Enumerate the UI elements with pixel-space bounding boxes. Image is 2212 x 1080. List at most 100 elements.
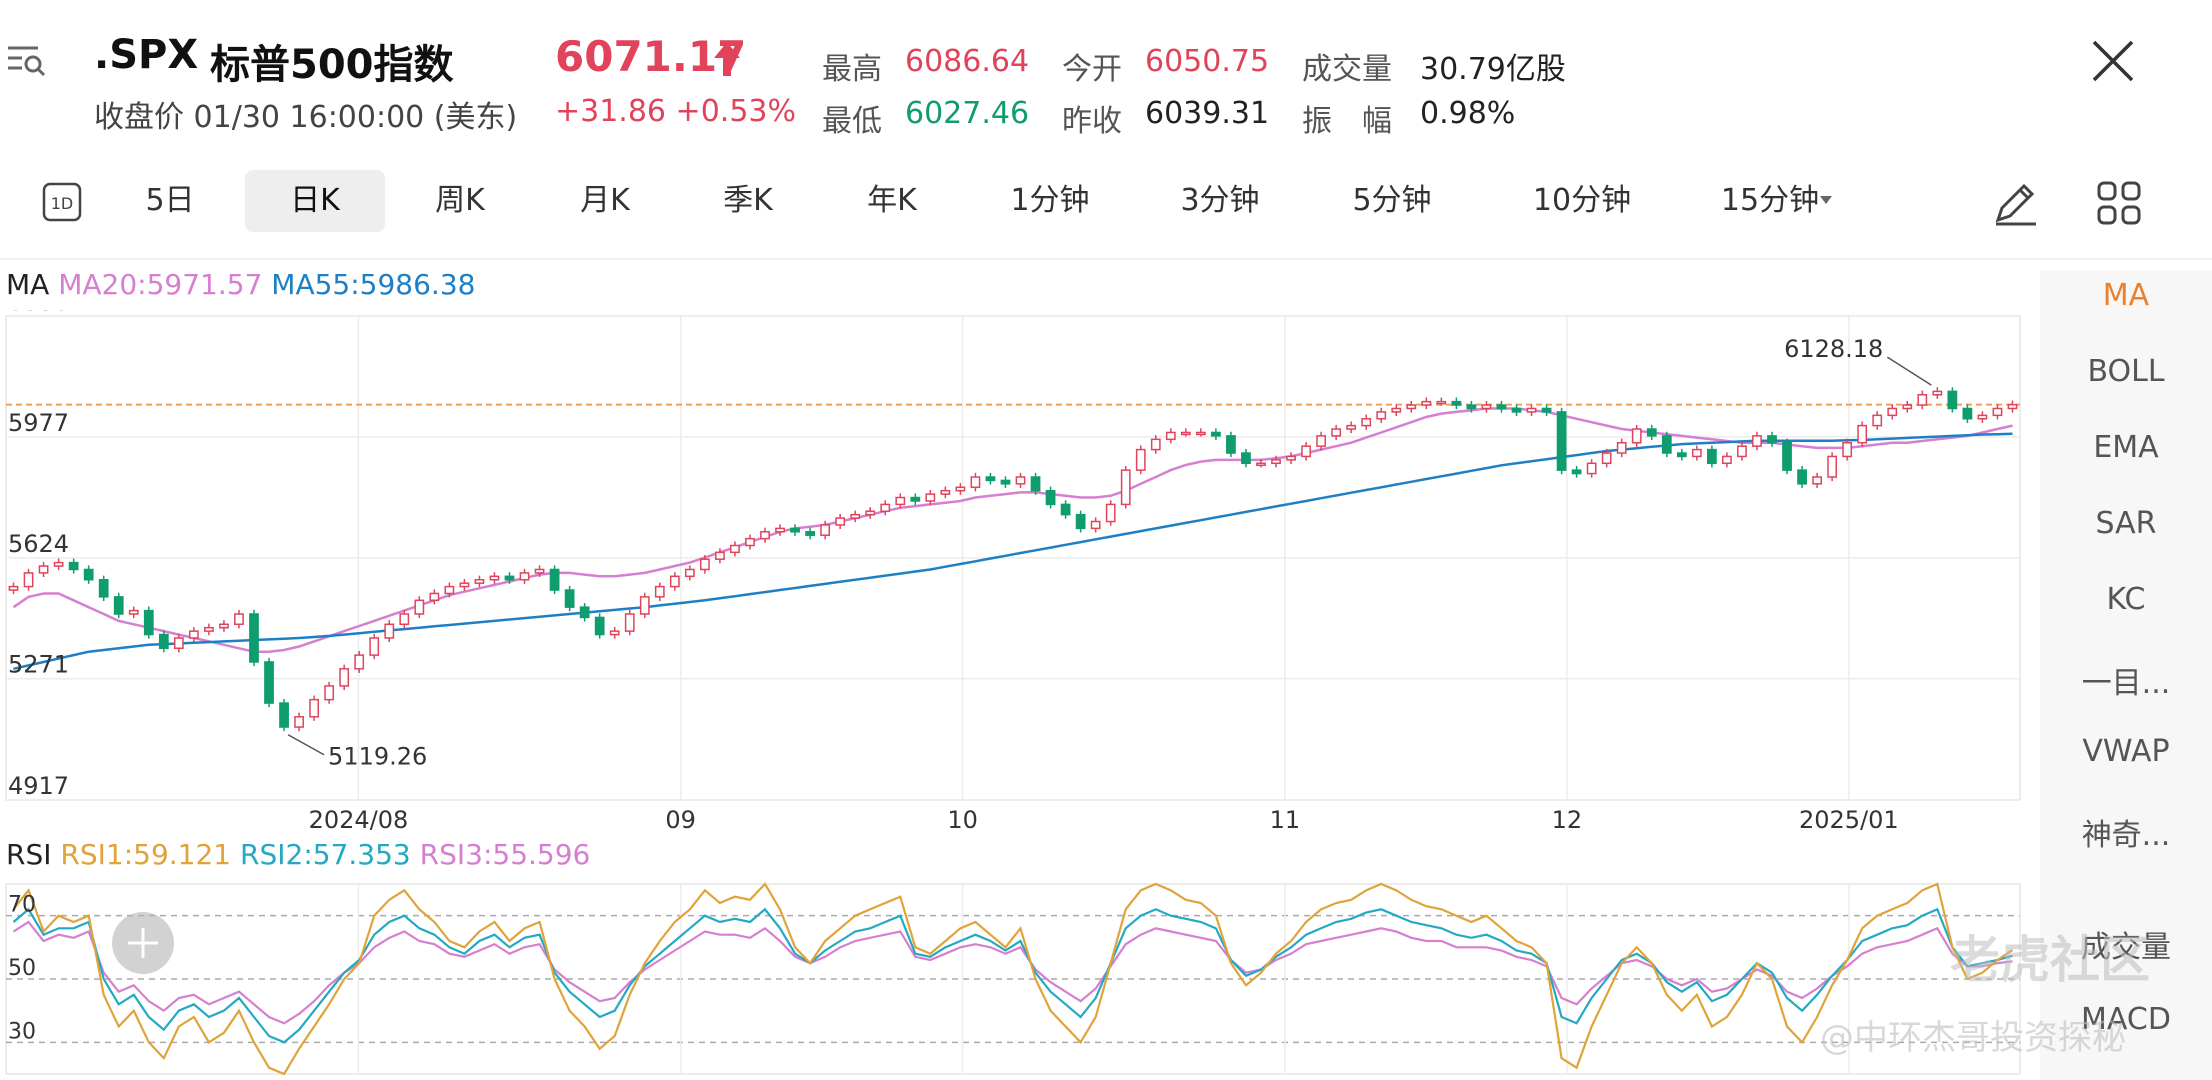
side-item-vwap[interactable]: VWAP bbox=[2082, 734, 2170, 769]
tab-yearly-k[interactable]: 年K bbox=[867, 183, 917, 218]
candle bbox=[219, 620, 229, 632]
tab-quarterly-k[interactable]: 季K bbox=[723, 183, 773, 218]
candle bbox=[1346, 421, 1357, 434]
candle-body bbox=[219, 623, 229, 629]
candle bbox=[429, 589, 440, 605]
quote-value: 6086.64 bbox=[905, 44, 1030, 79]
rsi1-value: RSI1:59.121 bbox=[60, 838, 232, 871]
candle bbox=[790, 524, 800, 536]
tab-5min[interactable]: 5分钟 bbox=[1352, 183, 1432, 218]
candle bbox=[23, 568, 34, 591]
candle-body bbox=[1616, 441, 1627, 454]
candle-body bbox=[489, 575, 500, 581]
layout-grid-icon[interactable] bbox=[2096, 180, 2142, 226]
rsi1-line bbox=[12, 882, 2014, 1076]
candle-body bbox=[1090, 520, 1101, 530]
candle bbox=[1150, 435, 1161, 454]
candle bbox=[1135, 445, 1146, 475]
quote-value: 6050.75 bbox=[1145, 44, 1270, 79]
tab-15min[interactable]: 15分钟 bbox=[1720, 183, 1820, 218]
add-indicator-button[interactable] bbox=[112, 912, 174, 974]
tab-weekly-k[interactable]: 周K bbox=[435, 183, 485, 218]
candle bbox=[38, 561, 49, 578]
side-item-ichimoku[interactable]: 一目... bbox=[2081, 666, 2171, 701]
side-item-sar[interactable]: SAR bbox=[2095, 506, 2157, 541]
candle bbox=[1616, 438, 1627, 458]
candle bbox=[68, 558, 79, 574]
draw-pen-icon[interactable] bbox=[1990, 178, 2040, 228]
tab-daily-k[interactable]: 日K bbox=[245, 170, 385, 232]
candle bbox=[1241, 448, 1251, 468]
rsi-chart[interactable]: 70 50 30 bbox=[0, 878, 2030, 1078]
menu-search-icon[interactable] bbox=[6, 40, 46, 80]
candle-body bbox=[1075, 513, 1086, 530]
rsi-legend: RSI RSI1:59.121 RSI2:57.353 RSI3:55.596 bbox=[6, 838, 590, 871]
side-item-ema[interactable]: EMA bbox=[2093, 430, 2159, 465]
candle bbox=[1120, 466, 1131, 509]
candle bbox=[1421, 397, 1432, 410]
period-tabs: 1D 5日 日K 周K 月K 季K 年K 1分钟 3分钟 5分钟 10分钟 15… bbox=[0, 170, 2212, 240]
candle-body bbox=[910, 496, 921, 502]
close-icon[interactable] bbox=[2090, 38, 2136, 84]
candle bbox=[309, 695, 319, 721]
rsi-legend-title: RSI bbox=[6, 838, 52, 871]
candle-body bbox=[128, 609, 139, 615]
rsi-axis-label: 70 bbox=[8, 893, 36, 918]
date-axis-label: 10 bbox=[947, 806, 978, 830]
1d-icon[interactable]: 1D bbox=[42, 182, 82, 222]
tab-1min[interactable]: 1分钟 bbox=[1010, 183, 1090, 218]
candle bbox=[2007, 400, 2018, 413]
candle-body bbox=[684, 568, 695, 578]
candle bbox=[1631, 424, 1642, 447]
candle bbox=[955, 483, 966, 495]
candle bbox=[609, 627, 620, 639]
candle bbox=[1451, 397, 1462, 410]
candle bbox=[1271, 455, 1281, 468]
tab-10min[interactable]: 10分钟 bbox=[1532, 183, 1632, 218]
rsi3-value: RSI3:55.596 bbox=[419, 838, 591, 871]
price-axis-label: 6330 bbox=[8, 310, 69, 316]
price-chart[interactable]: 6330 5977 5624 5271 4917 2024/08 09 10 11 12 2025/… bbox=[0, 310, 2030, 830]
candle bbox=[1000, 476, 1011, 488]
candle-body bbox=[1105, 503, 1116, 523]
date-axis-label: 12 bbox=[1552, 806, 1583, 830]
side-item-volume[interactable]: 成交量 bbox=[2081, 930, 2171, 965]
candle bbox=[8, 582, 19, 595]
candle bbox=[1526, 404, 1537, 417]
quote-value: 6039.31 bbox=[1145, 96, 1270, 131]
side-item-kc[interactable]: KC bbox=[2106, 582, 2146, 617]
candle bbox=[1030, 472, 1041, 495]
candle bbox=[1842, 438, 1853, 461]
candle-body bbox=[1150, 438, 1161, 451]
tab-monthly-k[interactable]: 月K bbox=[580, 183, 630, 218]
tab-5d[interactable]: 5日 bbox=[145, 183, 195, 218]
candle bbox=[143, 606, 154, 639]
quote-label: 昨收 bbox=[1062, 104, 1122, 139]
chevron-down-icon[interactable] bbox=[1818, 194, 1834, 206]
side-item-macd[interactable]: MACD bbox=[2081, 1002, 2171, 1037]
tab-3min[interactable]: 3分钟 bbox=[1180, 183, 1260, 218]
candle bbox=[1827, 452, 1838, 482]
candle bbox=[1541, 404, 1552, 417]
candle bbox=[128, 606, 139, 619]
side-item-boll[interactable]: BOLL bbox=[2087, 354, 2165, 389]
up-arrow-icon bbox=[714, 42, 740, 76]
side-item-magic[interactable]: 神奇... bbox=[2081, 818, 2171, 853]
candle-body bbox=[1586, 462, 1597, 475]
candle bbox=[654, 582, 665, 601]
candle bbox=[1316, 431, 1326, 451]
candle bbox=[204, 623, 214, 636]
high-annotation: 6128.18 bbox=[1784, 335, 1883, 363]
ma20-value: MA20:5971.57 bbox=[58, 268, 263, 301]
candle bbox=[1691, 445, 1702, 461]
candle bbox=[1661, 431, 1672, 458]
candle bbox=[1571, 466, 1582, 478]
candle bbox=[53, 558, 64, 571]
candle-body bbox=[880, 503, 891, 512]
side-item-ma[interactable]: MA bbox=[2102, 278, 2150, 313]
candle bbox=[700, 555, 710, 574]
candle-body bbox=[1301, 445, 1311, 458]
candle-body bbox=[369, 637, 380, 656]
candle bbox=[1586, 459, 1597, 478]
candle-body bbox=[835, 517, 846, 526]
